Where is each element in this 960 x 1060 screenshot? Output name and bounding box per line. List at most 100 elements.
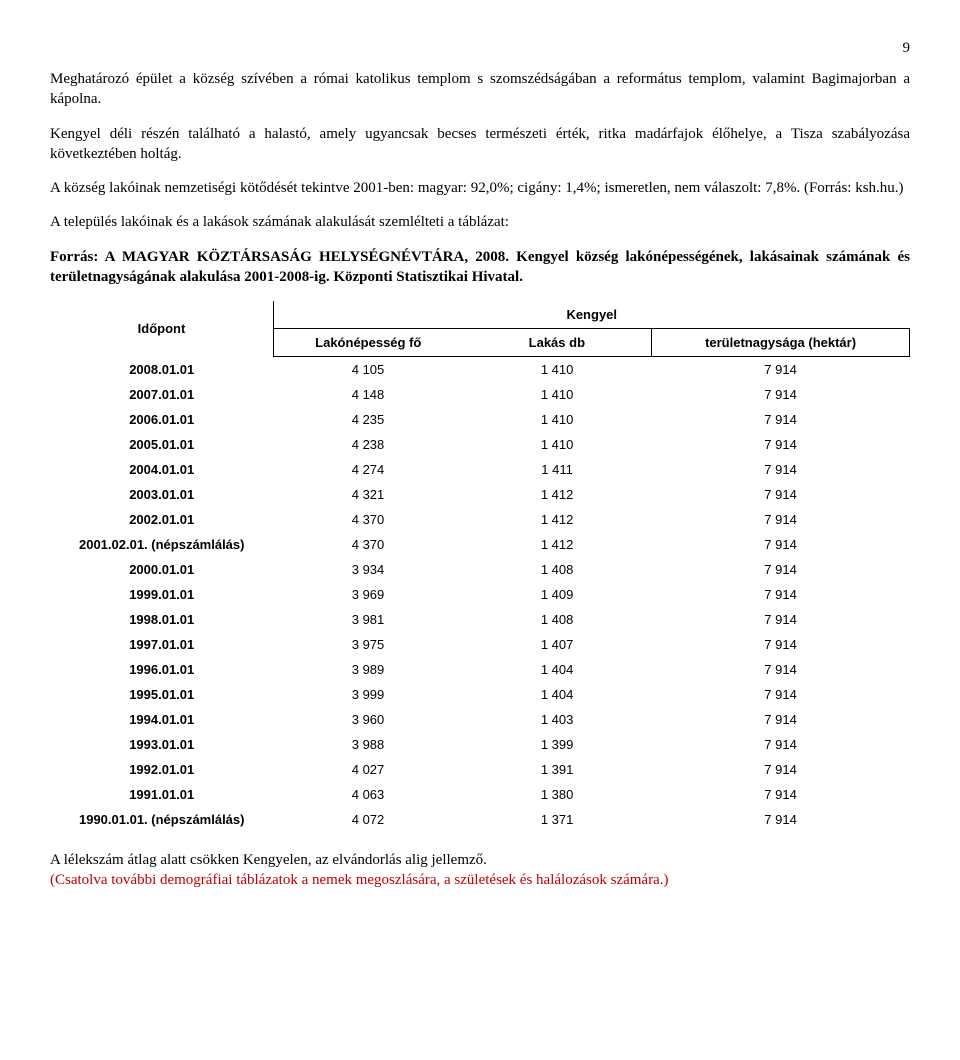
table-cell: 1998.01.01 bbox=[50, 607, 273, 632]
table-row: 1996.01.013 9891 4047 914 bbox=[50, 657, 910, 682]
table-cell: 1 409 bbox=[463, 582, 652, 607]
table-row: 2006.01.014 2351 4107 914 bbox=[50, 407, 910, 432]
table-row: 1991.01.014 0631 3807 914 bbox=[50, 782, 910, 807]
table-row: 2007.01.014 1481 4107 914 bbox=[50, 382, 910, 407]
table-cell: 7 914 bbox=[652, 557, 910, 582]
closing-paragraph: A lélekszám átlag alatt csökken Kengyele… bbox=[50, 850, 910, 891]
table-row: 1990.01.01. (népszámlálás)4 0721 3717 91… bbox=[50, 807, 910, 832]
closing-red-text: (Csatolva további demográfiai táblázatok… bbox=[50, 872, 669, 888]
table-cell: 1994.01.01 bbox=[50, 707, 273, 732]
table-cell: 1993.01.01 bbox=[50, 732, 273, 757]
table-source: Forrás: A MAGYAR KÖZTÁRSASÁG HELYSÉGNÉVT… bbox=[50, 247, 910, 288]
table-cell: 7 914 bbox=[652, 432, 910, 457]
table-cell: 1 391 bbox=[463, 757, 652, 782]
table-cell: 1 407 bbox=[463, 632, 652, 657]
table-cell: 1 410 bbox=[463, 357, 652, 383]
table-cell: 3 960 bbox=[273, 707, 462, 732]
table-cell: 2005.01.01 bbox=[50, 432, 273, 457]
table-cell: 2008.01.01 bbox=[50, 357, 273, 383]
table-cell: 1991.01.01 bbox=[50, 782, 273, 807]
table-cell: 1 399 bbox=[463, 732, 652, 757]
table-cell: 2006.01.01 bbox=[50, 407, 273, 432]
table-cell: 2004.01.01 bbox=[50, 457, 273, 482]
table-cell: 4 235 bbox=[273, 407, 462, 432]
table-row: 1994.01.013 9601 4037 914 bbox=[50, 707, 910, 732]
table-cell: 1 380 bbox=[463, 782, 652, 807]
table-cell: 7 914 bbox=[652, 407, 910, 432]
table-cell: 1990.01.01. (népszámlálás) bbox=[50, 807, 273, 832]
table-row: 2003.01.014 3211 4127 914 bbox=[50, 482, 910, 507]
table-cell: 1 412 bbox=[463, 532, 652, 557]
table-cell: 7 914 bbox=[652, 507, 910, 532]
table-cell: 7 914 bbox=[652, 657, 910, 682]
table-cell: 1 404 bbox=[463, 657, 652, 682]
table-cell: 1 371 bbox=[463, 807, 652, 832]
table-cell: 7 914 bbox=[652, 582, 910, 607]
table-cell: 7 914 bbox=[652, 707, 910, 732]
table-cell: 4 274 bbox=[273, 457, 462, 482]
table-row: 1999.01.013 9691 4097 914 bbox=[50, 582, 910, 607]
table-cell: 3 934 bbox=[273, 557, 462, 582]
table-row: 1997.01.013 9751 4077 914 bbox=[50, 632, 910, 657]
table-cell: 7 914 bbox=[652, 357, 910, 383]
table-cell: 4 072 bbox=[273, 807, 462, 832]
table-cell: 7 914 bbox=[652, 457, 910, 482]
table-cell: 1 412 bbox=[463, 482, 652, 507]
table-row: 1995.01.013 9991 4047 914 bbox=[50, 682, 910, 707]
col-header-population: Lakónépesség fő bbox=[273, 329, 462, 357]
table-cell: 2003.01.01 bbox=[50, 482, 273, 507]
table-cell: 1992.01.01 bbox=[50, 757, 273, 782]
table-cell: 2007.01.01 bbox=[50, 382, 273, 407]
table-cell: 1 410 bbox=[463, 382, 652, 407]
population-table: Időpont Kengyel Lakónépesség fő Lakás db… bbox=[50, 301, 910, 832]
table-cell: 1996.01.01 bbox=[50, 657, 273, 682]
table-cell: 1 408 bbox=[463, 557, 652, 582]
table-cell: 7 914 bbox=[652, 682, 910, 707]
table-row: 2000.01.013 9341 4087 914 bbox=[50, 557, 910, 582]
table-cell: 1997.01.01 bbox=[50, 632, 273, 657]
table-cell: 1 412 bbox=[463, 507, 652, 532]
table-cell: 3 999 bbox=[273, 682, 462, 707]
table-cell: 7 914 bbox=[652, 532, 910, 557]
table-cell: 7 914 bbox=[652, 632, 910, 657]
table-cell: 1999.01.01 bbox=[50, 582, 273, 607]
table-cell: 4 148 bbox=[273, 382, 462, 407]
table-row: 2004.01.014 2741 4117 914 bbox=[50, 457, 910, 482]
col-header-area: területnagysága (hektár) bbox=[652, 329, 910, 357]
table-cell: 3 988 bbox=[273, 732, 462, 757]
table-cell: 4 238 bbox=[273, 432, 462, 457]
closing-black-text: A lélekszám átlag alatt csökken Kengyele… bbox=[50, 852, 487, 868]
col-header-kengyel: Kengyel bbox=[273, 301, 909, 329]
table-row: 2008.01.014 1051 4107 914 bbox=[50, 357, 910, 383]
paragraph-table-intro: A település lakóinak és a lakások számán… bbox=[50, 212, 910, 232]
table-cell: 4 370 bbox=[273, 532, 462, 557]
table-row: 2002.01.014 3701 4127 914 bbox=[50, 507, 910, 532]
page-number: 9 bbox=[50, 40, 910, 57]
table-cell: 7 914 bbox=[652, 782, 910, 807]
table-cell: 1 403 bbox=[463, 707, 652, 732]
table-row: 1992.01.014 0271 3917 914 bbox=[50, 757, 910, 782]
table-cell: 4 105 bbox=[273, 357, 462, 383]
table-cell: 4 321 bbox=[273, 482, 462, 507]
table-cell: 7 914 bbox=[652, 607, 910, 632]
table-cell: 2002.01.01 bbox=[50, 507, 273, 532]
table-cell: 4 063 bbox=[273, 782, 462, 807]
table-cell: 7 914 bbox=[652, 382, 910, 407]
table-cell: 7 914 bbox=[652, 482, 910, 507]
table-cell: 3 975 bbox=[273, 632, 462, 657]
table-cell: 4 370 bbox=[273, 507, 462, 532]
table-cell: 1 410 bbox=[463, 432, 652, 457]
col-header-housing: Lakás db bbox=[463, 329, 652, 357]
table-cell: 1 411 bbox=[463, 457, 652, 482]
table-row: 2005.01.014 2381 4107 914 bbox=[50, 432, 910, 457]
table-cell: 7 914 bbox=[652, 807, 910, 832]
table-cell: 7 914 bbox=[652, 757, 910, 782]
paragraph-intro-2: Kengyel déli részén található a halastó,… bbox=[50, 124, 910, 165]
table-cell: 3 989 bbox=[273, 657, 462, 682]
table-row: 2001.02.01. (népszámlálás)4 3701 4127 91… bbox=[50, 532, 910, 557]
table-cell: 7 914 bbox=[652, 732, 910, 757]
paragraph-ethnicity: A község lakóinak nemzetiségi kötődését … bbox=[50, 178, 910, 198]
table-cell: 2000.01.01 bbox=[50, 557, 273, 582]
table-row: 1993.01.013 9881 3997 914 bbox=[50, 732, 910, 757]
table-row: 1998.01.013 9811 4087 914 bbox=[50, 607, 910, 632]
